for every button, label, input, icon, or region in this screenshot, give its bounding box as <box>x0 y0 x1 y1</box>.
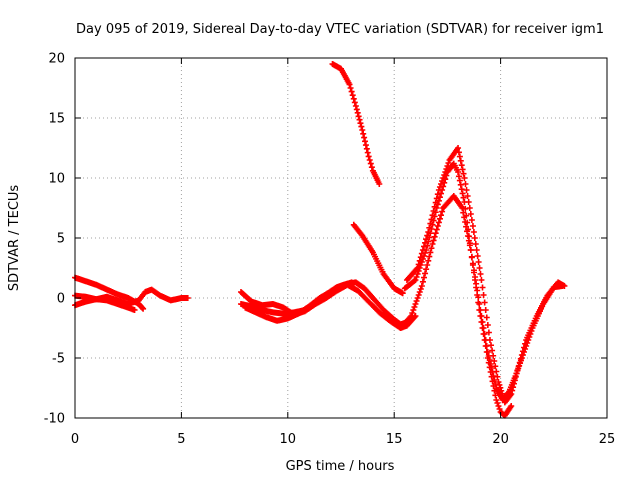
series-trace-9 <box>401 160 566 403</box>
series-trace-8 <box>350 221 406 297</box>
y-tick-label: 10 <box>48 172 65 187</box>
series-markers <box>350 221 406 297</box>
series-trace-1 <box>72 274 147 312</box>
y-tick-label: 15 <box>48 112 65 127</box>
grid-layer <box>75 58 607 418</box>
y-tick-label: -10 <box>44 412 65 427</box>
series-markers <box>329 61 383 187</box>
series-markers <box>401 160 566 403</box>
x-tick-label: 25 <box>599 432 616 447</box>
series-trace-6 <box>242 279 355 324</box>
x-tick-label: 5 <box>177 432 185 447</box>
x-tick-label: 0 <box>71 432 79 447</box>
y-tick-label: 5 <box>57 232 65 247</box>
x-axis-label: GPS time / hours <box>286 459 395 474</box>
x-tick-label: 15 <box>386 432 403 447</box>
series-trace-10 <box>403 145 568 406</box>
y-axis-label: SDTVAR / TECUs <box>7 185 22 292</box>
series-markers <box>72 274 147 312</box>
series-markers <box>403 145 568 406</box>
marks-layer <box>72 61 568 419</box>
x-tick-label: 20 <box>492 432 509 447</box>
chart-title: Day 095 of 2019, Sidereal Day-to-day VTE… <box>76 22 604 37</box>
y-tick-label: 20 <box>48 52 65 67</box>
ticks-layer: 0 5 10 15 20 25 -10 -5 0 5 10 15 20 <box>44 52 616 448</box>
x-tick-label: 10 <box>280 432 297 447</box>
y-tick-label: -5 <box>52 352 65 367</box>
series-markers <box>242 279 355 324</box>
series-trace-7 <box>329 61 383 187</box>
y-tick-label: 0 <box>57 292 65 307</box>
